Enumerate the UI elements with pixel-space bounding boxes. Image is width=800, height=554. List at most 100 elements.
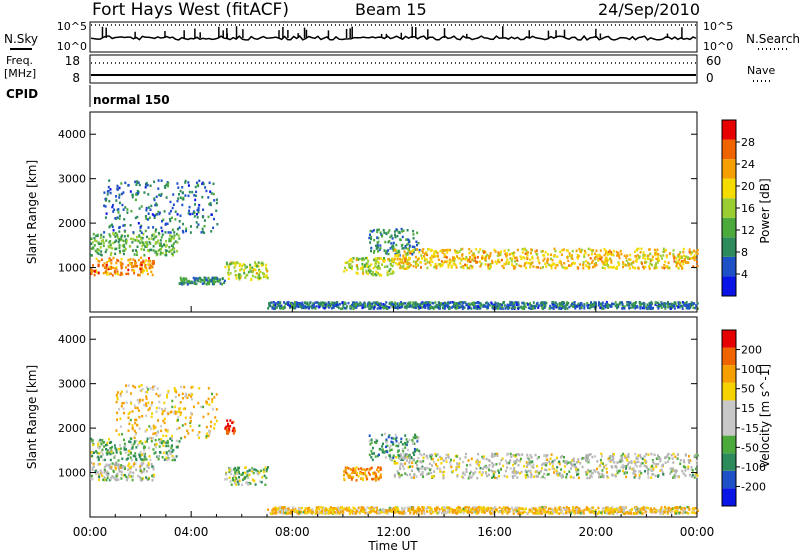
scatter-cell [590,261,593,265]
scatter-cell [556,255,559,258]
scatter-cell [204,186,207,189]
scatter-cell [497,258,500,262]
scatter-cell [117,236,120,240]
scatter-cell [122,249,125,253]
scatter-cell [114,240,117,244]
scatter-cell [401,261,404,264]
scatter-cell [152,262,155,266]
scatter-cell [102,458,105,462]
scatter-cell [411,439,414,442]
scatter-cell [181,424,184,427]
scatter-cell [544,506,547,509]
scatter-cell [215,393,218,396]
scatter-cell [126,476,129,480]
scatter-cell [177,197,180,200]
scatter-cell [552,306,555,309]
scatter-cell [677,255,680,258]
scatter-cell [693,254,696,257]
scatter-cell [298,303,301,307]
scatter-cell [536,470,539,473]
scatter-cell [597,304,600,307]
scatter-cell [415,306,418,310]
scatter-cell [230,469,233,472]
scatter-cell [542,462,545,465]
scatter-cell [154,242,157,245]
scatter-cell [550,306,553,310]
scatter-cell [523,248,526,251]
scatter-cell [586,304,589,307]
scatter-cell [190,411,193,415]
scatter-cell [91,241,94,244]
scatter-cell [378,267,381,270]
scatter-cell [438,303,441,307]
scatter-cell [527,475,530,478]
scatter-cell [494,301,497,304]
scatter-cell [172,456,175,459]
scatter-cell [153,197,156,200]
scatter-cell [504,262,507,266]
scatter-cell [246,474,249,477]
scatter-cell [655,257,658,261]
scatter-cell [123,218,126,221]
scatter-cell [107,185,110,189]
scatter-cell [678,263,681,266]
scatter-cell [525,461,528,464]
scatter-cell [682,465,685,468]
scatter-cell [181,392,184,396]
scatter-cell [566,511,569,515]
scatter-cell [450,465,453,469]
scatter-cell [189,419,192,423]
scatter-cell [661,257,663,260]
scatter-cell [162,218,165,221]
scatter-cell [553,247,556,251]
scatter-cell [628,262,631,266]
scatter-cell [163,409,166,412]
scatter-cell [137,474,139,478]
scatter-cell [465,256,468,259]
scatter-cell [637,457,639,460]
scatter-cell [412,436,415,439]
scatter-cell [324,512,327,515]
scatter-cell [98,452,101,455]
scatter-cell [125,401,128,404]
scatter-cell [686,304,688,308]
scatter-cell [135,468,138,472]
scatter-cell [287,303,290,306]
scatter-cell [514,455,517,458]
scatter-cell [487,267,490,270]
scatter-cell [499,303,502,306]
scatter-cell [441,251,444,254]
scatter-cell [344,261,347,264]
scatter-cell [165,456,168,460]
scatter-cell [208,429,210,433]
scatter-cell [359,267,362,270]
scatter-cell [387,249,390,252]
scatter-cell [490,301,493,304]
scatter-cell [588,476,591,480]
scatter-cell [103,470,106,474]
scatter-cell [249,266,252,269]
scatter-cell [190,386,193,389]
scatter-cell [695,467,697,471]
scatter-cell [530,472,533,476]
scatter-cell [592,265,594,269]
scatter-cell [217,280,220,283]
scatter-cell [472,259,475,262]
scatter-cell [684,466,687,469]
scatter-cell [696,307,699,310]
scatter-cell [414,302,417,306]
scatter-cell [400,440,403,444]
scatter-cell [242,471,244,475]
scatter-cell [404,260,407,264]
scatter-cell [467,302,470,306]
scatter-cell [515,256,518,260]
scatter-cell [696,454,699,457]
scatter-cell [626,301,629,304]
scatter-cell [494,476,496,479]
scatter-cell [443,307,446,310]
scatter-cell [375,244,377,248]
scatter-cell [696,302,699,305]
scatter-cell [432,255,435,259]
colorbar-tick-label: 4 [741,268,748,281]
scatter-cell [640,247,643,251]
